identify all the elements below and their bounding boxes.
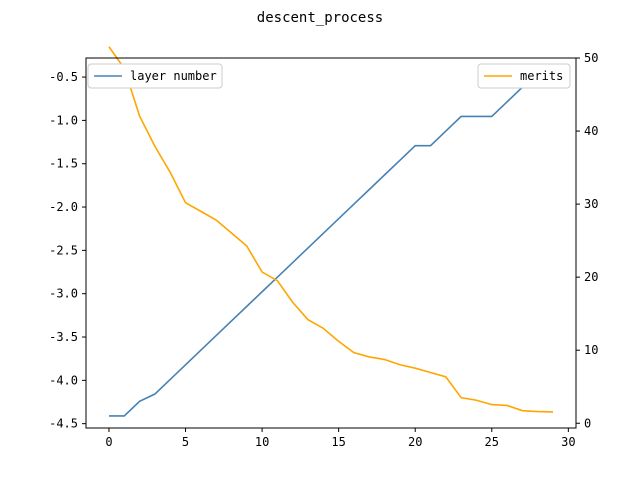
x-axis: 0 5 10 15 20 25 30: [105, 428, 576, 449]
legend-left: layer number: [87, 63, 223, 89]
y2-tick-label: 40: [584, 124, 598, 138]
series-line-merits: [108, 46, 554, 413]
y-axis-left: -4.5 -4.0 -3.5 -3.0 -2.5 -2.0 -1.5 -1.0 -0.5: [49, 70, 86, 431]
x-tick-label: 30: [561, 435, 575, 449]
legend-label: merits: [520, 69, 563, 83]
axes-frame: [85, 57, 577, 429]
y-tick-label: -1.5: [49, 157, 78, 171]
y2-tick-label: 30: [584, 197, 598, 211]
y-tick-label: -3.0: [49, 287, 78, 301]
y-tick-label: -1.0: [49, 113, 78, 127]
series-line-layer-number: [108, 72, 554, 417]
legend-box: [477, 63, 571, 89]
x-tick-label: 20: [408, 435, 422, 449]
y2-tick-label: 0: [584, 416, 591, 430]
plot-area: [108, 46, 554, 417]
y2-tick-label: 20: [584, 270, 598, 284]
x-tick-label: 25: [485, 435, 499, 449]
y-tick-label: -0.5: [49, 70, 78, 84]
y2-tick-label: 10: [584, 343, 598, 357]
x-tick-label: 0: [105, 435, 112, 449]
legend-right: merits: [477, 63, 571, 89]
chart-title: descent_process: [257, 10, 383, 26]
y-tick-label: -2.0: [49, 200, 78, 214]
legend-label: layer number: [130, 69, 217, 83]
y-tick-label: -4.0: [49, 373, 78, 387]
y-axis-right: 0 10 20 30 40 50: [576, 51, 598, 430]
y-tick-label: -4.5: [49, 417, 78, 431]
y2-tick-label: 50: [584, 51, 598, 65]
x-tick-label: 15: [331, 435, 345, 449]
legend-box: [87, 63, 223, 89]
y-tick-label: -3.5: [49, 330, 78, 344]
x-tick-label: 5: [182, 435, 189, 449]
x-tick-label: 10: [255, 435, 269, 449]
y-tick-label: -2.5: [49, 243, 78, 257]
